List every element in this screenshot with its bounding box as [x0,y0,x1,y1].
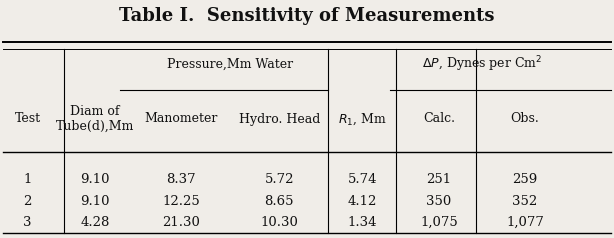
Text: Pressure,Mm Water: Pressure,Mm Water [167,58,293,71]
Text: 3: 3 [23,216,32,229]
Text: 352: 352 [512,195,538,208]
Text: 4.12: 4.12 [348,195,377,208]
Text: 9.10: 9.10 [80,173,110,186]
Text: 1,077: 1,077 [506,216,544,229]
Text: 8.65: 8.65 [265,195,294,208]
Text: 10.30: 10.30 [260,216,298,229]
Text: Obs.: Obs. [511,113,539,125]
Text: 1,075: 1,075 [420,216,458,229]
Text: Table I.  Sensitivity of Measurements: Table I. Sensitivity of Measurements [119,7,495,25]
Text: 350: 350 [426,195,452,208]
Text: 4.28: 4.28 [80,216,110,229]
Text: 259: 259 [512,173,538,186]
Text: 251: 251 [427,173,451,186]
Text: Manometer: Manometer [144,113,218,125]
Text: $R_1$, Mm: $R_1$, Mm [338,111,387,127]
Text: 8.37: 8.37 [166,173,196,186]
Text: 21.30: 21.30 [162,216,200,229]
Text: 1.34: 1.34 [348,216,377,229]
Text: $\Delta P$, Dynes per Cm$^2$: $\Delta P$, Dynes per Cm$^2$ [422,55,542,74]
Text: 9.10: 9.10 [80,195,110,208]
Text: 2: 2 [23,195,32,208]
Text: Hydro. Head: Hydro. Head [239,113,320,125]
Text: Test: Test [15,113,41,125]
Text: 1: 1 [23,173,32,186]
Text: Diam of
Tube(d),Mm: Diam of Tube(d),Mm [56,105,134,133]
Text: Calc.: Calc. [423,113,455,125]
Text: 5.72: 5.72 [265,173,294,186]
Text: 5.74: 5.74 [348,173,377,186]
Text: 12.25: 12.25 [162,195,200,208]
